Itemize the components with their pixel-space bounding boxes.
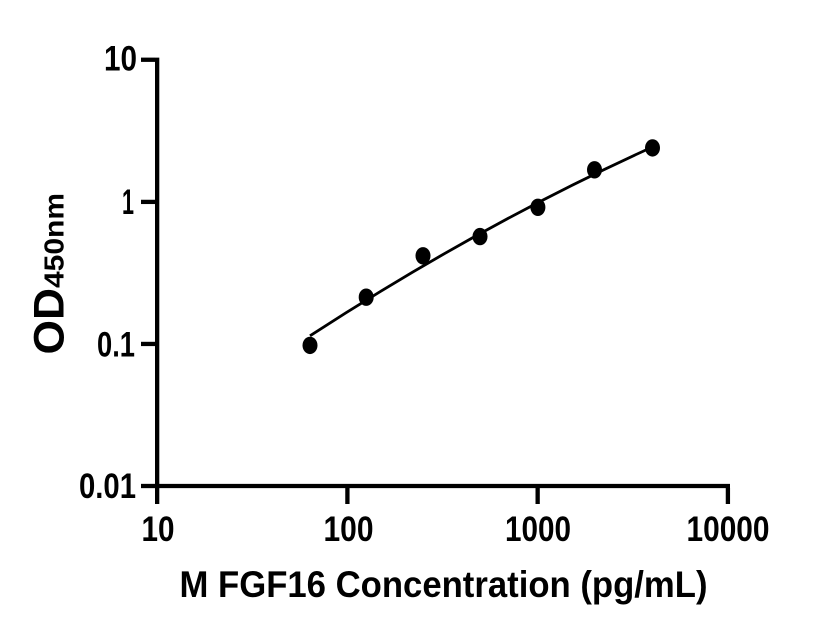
svg-text:0.01: 0.01 — [79, 467, 136, 506]
svg-text:OD450nm: OD450nm — [26, 193, 74, 355]
svg-text:0.1: 0.1 — [97, 326, 135, 365]
svg-text:10: 10 — [104, 40, 137, 79]
svg-text:1000: 1000 — [505, 510, 571, 549]
svg-text:10: 10 — [142, 510, 175, 549]
svg-text:M FGF16 Concentration (pg/mL): M FGF16 Concentration (pg/mL) — [180, 564, 708, 605]
svg-text:1: 1 — [122, 183, 134, 222]
svg-text:10000: 10000 — [687, 510, 770, 549]
svg-text:100: 100 — [324, 510, 374, 549]
